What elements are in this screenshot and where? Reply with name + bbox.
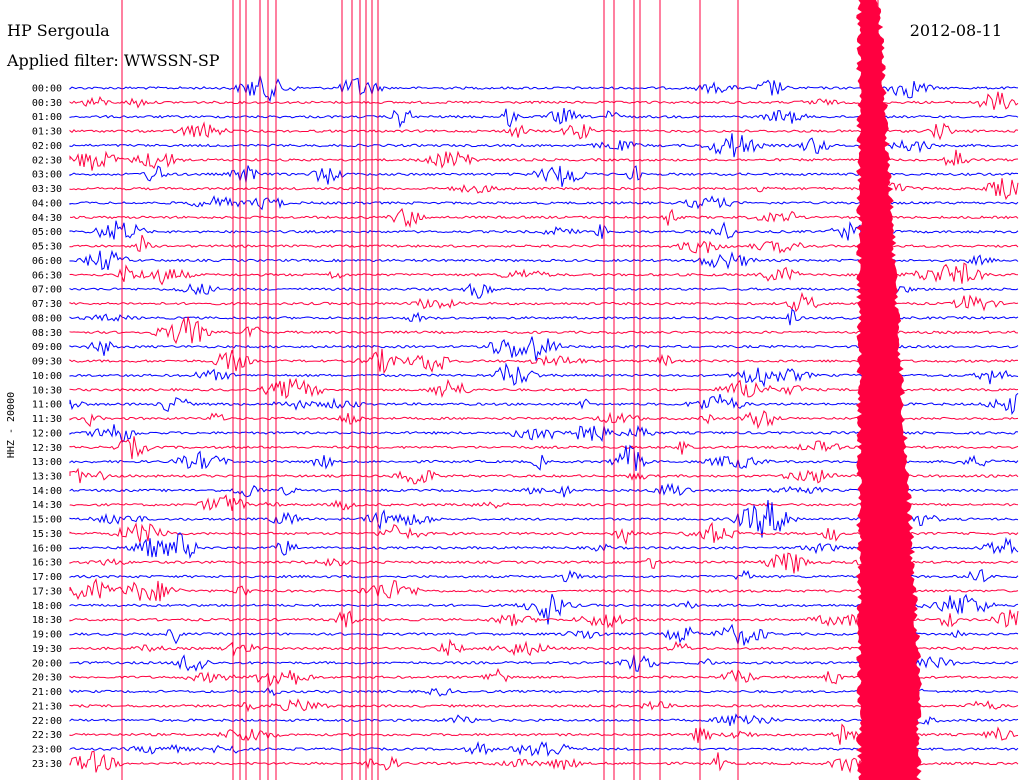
time-tick-label: 14:30 bbox=[32, 500, 62, 511]
time-tick-label: 17:30 bbox=[32, 586, 62, 597]
time-tick-label: 03:00 bbox=[32, 170, 62, 181]
time-tick-label: 07:00 bbox=[32, 285, 62, 296]
time-tick-label: 09:00 bbox=[32, 342, 62, 353]
time-tick-label: 03:30 bbox=[32, 184, 62, 195]
time-tick-label: 22:30 bbox=[32, 730, 62, 741]
time-tick-label: 08:30 bbox=[32, 328, 62, 339]
time-tick-label: 16:30 bbox=[32, 558, 62, 569]
time-tick-label: 15:00 bbox=[32, 515, 62, 526]
time-tick-label: 01:30 bbox=[32, 127, 62, 138]
trace-line bbox=[69, 552, 1019, 574]
y-axis-label: HHZ - 20000 bbox=[6, 392, 17, 458]
time-tick-label: 04:00 bbox=[32, 198, 62, 209]
time-tick-label: 14:00 bbox=[32, 486, 62, 497]
time-tick-label: 13:00 bbox=[32, 457, 62, 468]
time-tick-label: 23:30 bbox=[32, 759, 62, 770]
time-tick-label: 02:00 bbox=[32, 141, 62, 152]
time-tick-label: 06:00 bbox=[32, 256, 62, 267]
time-tick-label: 19:00 bbox=[32, 630, 62, 641]
time-tick-label: 18:30 bbox=[32, 615, 62, 626]
time-tick-label: 08:00 bbox=[32, 313, 62, 324]
trace-line bbox=[69, 75, 1019, 103]
time-tick-label: 06:30 bbox=[32, 270, 62, 281]
time-tick-label: 13:30 bbox=[32, 471, 62, 482]
time-tick-label: 02:30 bbox=[32, 155, 62, 166]
time-tick-label: 20:30 bbox=[32, 673, 62, 684]
time-tick-label: 18:00 bbox=[32, 601, 62, 612]
time-tick-label: 21:00 bbox=[32, 687, 62, 698]
time-tick-label: 05:00 bbox=[32, 227, 62, 238]
trace-line bbox=[69, 121, 1019, 141]
time-tick-labels: 00:00 00:30 01:00 01:30 02:00 02:30 03:00 03:30… bbox=[32, 84, 62, 770]
trace-line bbox=[69, 220, 1019, 241]
time-tick-label: 20:00 bbox=[32, 658, 62, 669]
time-tick-label: 11:30 bbox=[32, 414, 62, 425]
record-date: 2012-08-11 bbox=[909, 21, 1002, 40]
trace-line bbox=[69, 698, 1019, 713]
vertical-spikes bbox=[121, 0, 922, 780]
time-tick-label: 09:30 bbox=[32, 357, 62, 368]
time-tick-label: 10:00 bbox=[32, 371, 62, 382]
time-tick-label: 00:30 bbox=[32, 98, 62, 109]
trace-line bbox=[69, 494, 1019, 511]
time-tick-label: 21:30 bbox=[32, 701, 62, 712]
applied-filter: Applied filter: WWSSN-SP bbox=[7, 51, 220, 70]
trace-line bbox=[69, 750, 1019, 774]
time-tick-label: 07:30 bbox=[32, 299, 62, 310]
trace-line bbox=[69, 521, 1019, 546]
time-tick-label: 15:30 bbox=[32, 529, 62, 540]
time-tick-label: 00:00 bbox=[32, 84, 62, 95]
station-name: HP Sergoula bbox=[7, 21, 110, 40]
time-tick-label: 17:00 bbox=[32, 572, 62, 583]
time-tick-label: 11:00 bbox=[32, 400, 62, 411]
time-tick-label: 04:30 bbox=[32, 213, 62, 224]
time-tick-label: 16:00 bbox=[32, 543, 62, 554]
time-tick-label: 10:30 bbox=[32, 385, 62, 396]
trace-line bbox=[69, 713, 1019, 727]
trace-line bbox=[69, 578, 1019, 602]
trace-line bbox=[69, 362, 1019, 388]
time-tick-label: 22:00 bbox=[32, 716, 62, 727]
earthquake-envelope bbox=[856, 0, 922, 780]
time-tick-label: 01:00 bbox=[32, 112, 62, 123]
time-tick-label: 12:00 bbox=[32, 428, 62, 439]
time-tick-label: 19:30 bbox=[32, 644, 62, 655]
time-tick-label: 05:30 bbox=[32, 242, 62, 253]
time-tick-label: 12:30 bbox=[32, 443, 62, 454]
time-tick-label: 23:00 bbox=[32, 745, 62, 756]
